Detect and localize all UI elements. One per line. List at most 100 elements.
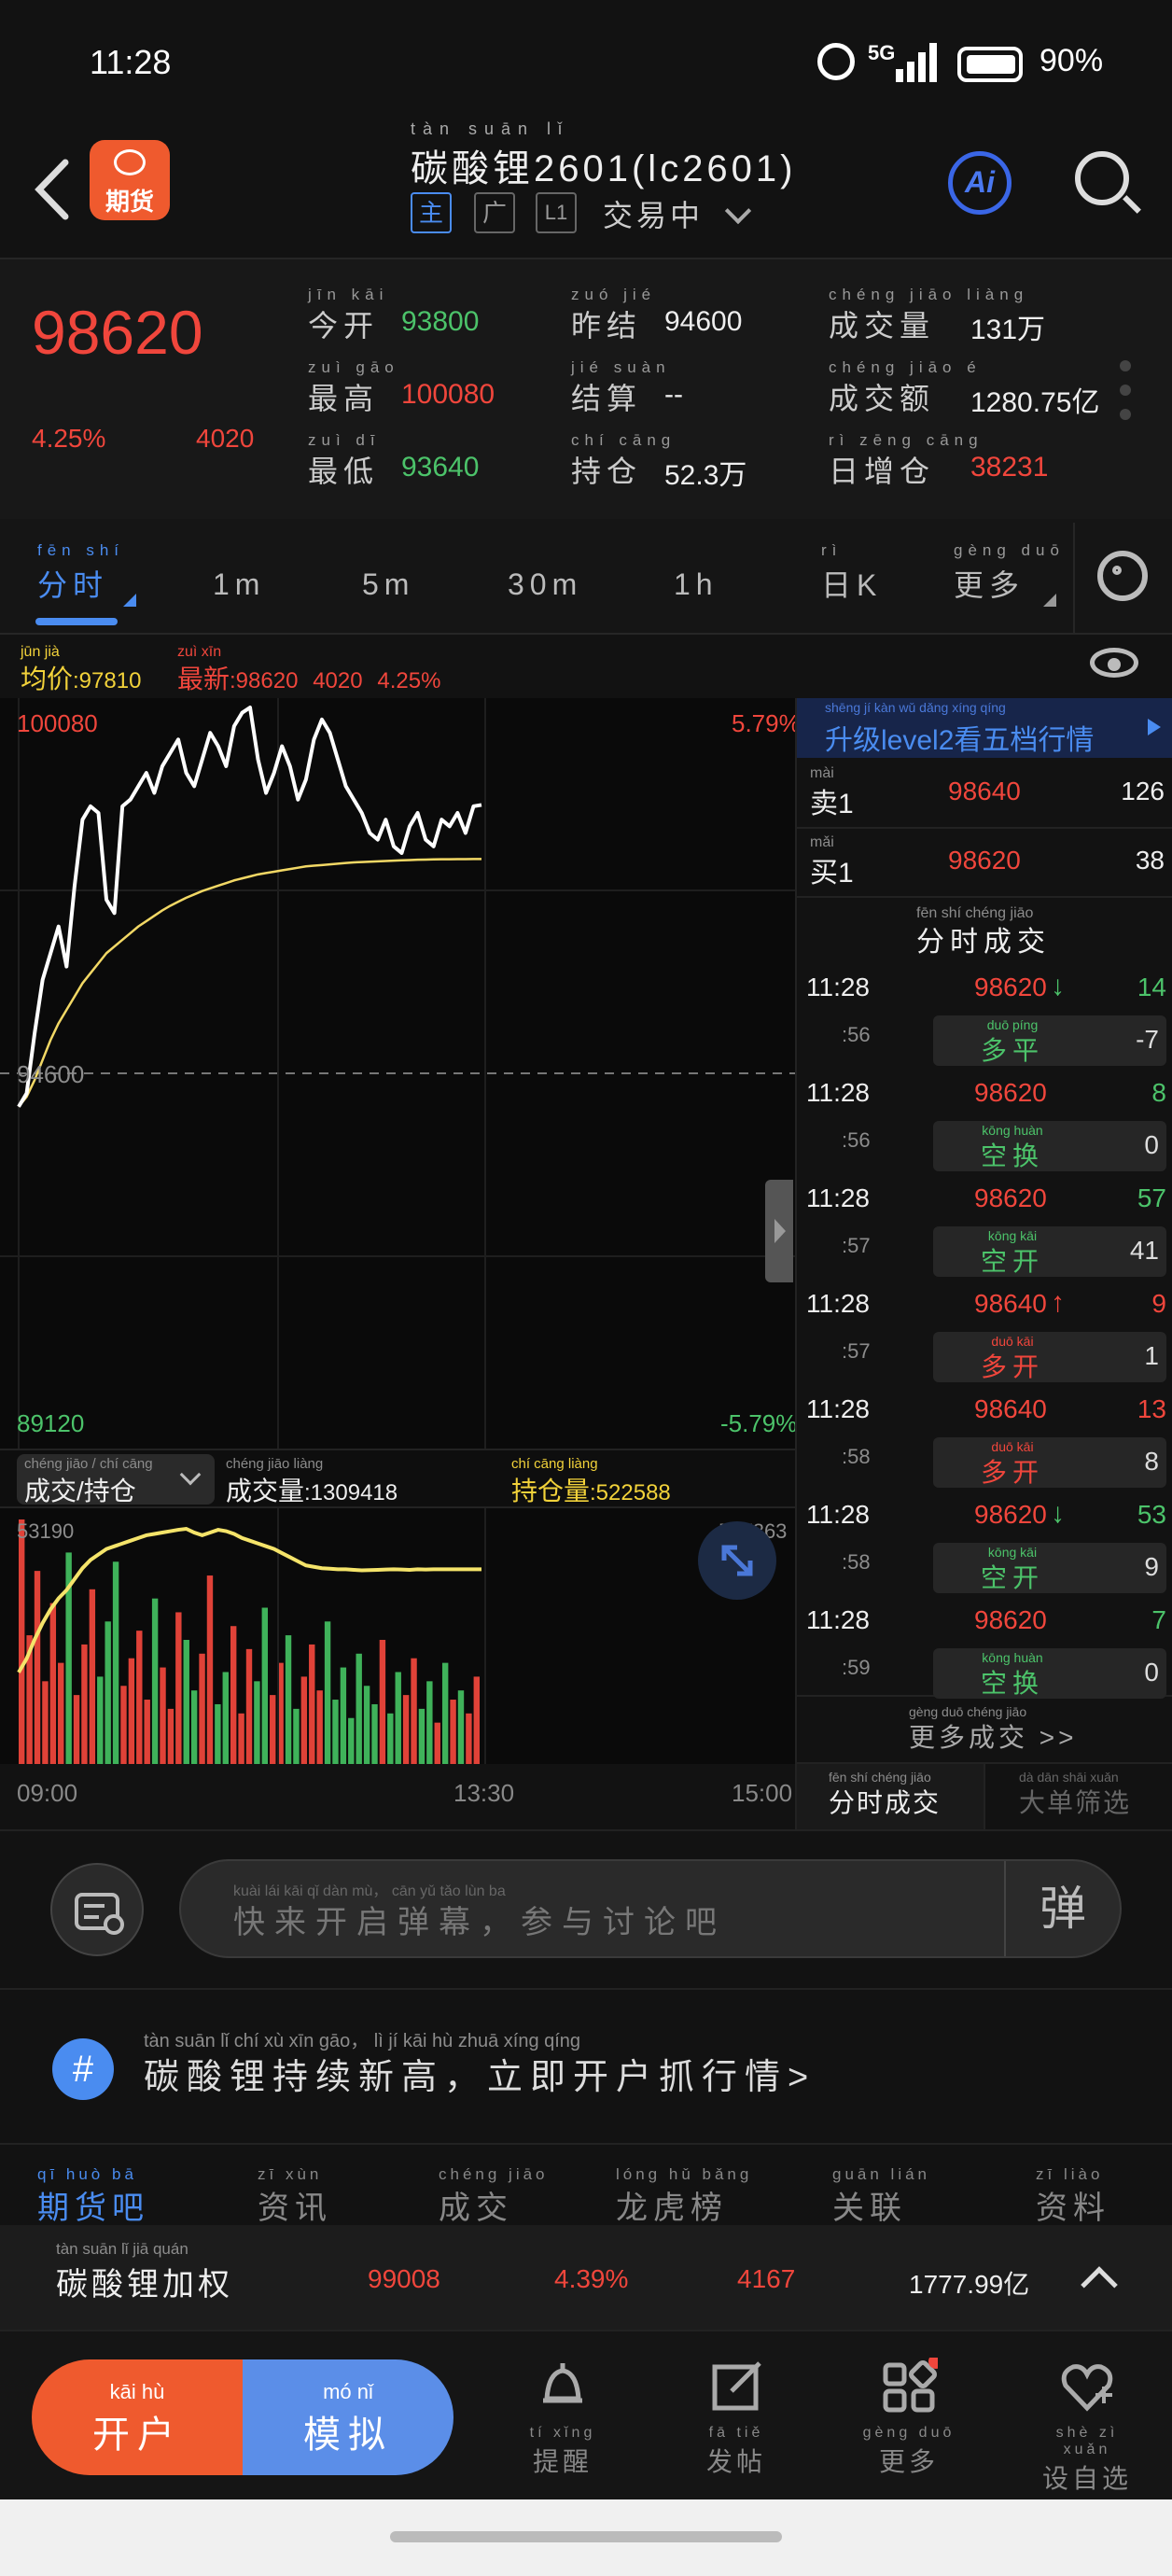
volume-chart[interactable]: 53190 537363 xyxy=(0,1508,795,1764)
tick-type-badge: duō kāi 多开 8 xyxy=(933,1437,1166,1488)
tab-corner-icon xyxy=(1043,594,1056,607)
tick-row[interactable]: 11:28 98640 13:58 duō kāi 多开 8 xyxy=(797,1387,1172,1492)
volume-bar xyxy=(418,1708,426,1764)
arrow-up-icon: ↑ xyxy=(1051,1287,1065,1318)
ticks-bottom-tab[interactable]: fēn shí chéng jiāo 分时成交 xyxy=(797,1762,984,1829)
volume-bar xyxy=(332,1700,339,1764)
subtab-4[interactable]: guān lián 关联 xyxy=(832,2165,931,2226)
back-icon[interactable] xyxy=(30,159,77,220)
ticks-title: 分时成交 xyxy=(916,927,1051,958)
nav-item-0[interactable]: tí xǐng 提醒 xyxy=(507,2358,619,2479)
volume-bar xyxy=(42,1681,49,1764)
ask-row[interactable]: mài 卖1 98640 126 xyxy=(797,762,1172,829)
quote-field-ruby: chí cāng xyxy=(571,431,677,449)
home-indicator[interactable] xyxy=(390,2531,782,2542)
tab-1[interactable]: 1m xyxy=(213,567,266,601)
nav-item-3[interactable]: shè zì xuǎn 设自选 xyxy=(1031,2358,1143,2496)
ask-price: 98640 xyxy=(948,777,1021,805)
tab-6[interactable]: gèng duō 更多 xyxy=(954,541,1066,616)
intraday-price-chart[interactable]: 100080 94600 89120 5.79% -5.79% xyxy=(0,698,801,1449)
tick-row[interactable]: 11:28 98620 8:56 kōng huàn 空换 0 xyxy=(797,1071,1172,1176)
bid-price: 98620 xyxy=(948,846,1021,875)
volume-bar xyxy=(26,1635,33,1764)
arrow-down-icon: ↓ xyxy=(1051,971,1065,1001)
trade-status[interactable]: 交易中 xyxy=(603,192,752,235)
volume-bar xyxy=(277,1662,284,1764)
tab-2[interactable]: 5m xyxy=(362,567,415,601)
tick-row[interactable]: 11:28 98620 57:57 kōng kāi 空开 41 xyxy=(797,1176,1172,1281)
volume-bar xyxy=(190,1690,198,1764)
volume-bar xyxy=(245,1648,253,1764)
ai-button[interactable]: Ai xyxy=(948,151,1012,215)
volume-bar xyxy=(293,1708,300,1764)
danmaku-toggle-button[interactable]: 弹 xyxy=(1004,1861,1120,1956)
volume-bar xyxy=(105,1621,111,1764)
quote-field-ruby: jié suàn xyxy=(571,358,671,376)
subtab-2[interactable]: chéng jiāo 成交 xyxy=(439,2165,549,2226)
quote-field-label: 结算 xyxy=(571,382,643,415)
fullscreen-expand-icon[interactable] xyxy=(698,1521,776,1600)
expand-panel-handle[interactable] xyxy=(765,1180,793,1282)
time-axis: 09:00 13:30 15:00 xyxy=(0,1764,795,1829)
network-label: 5G xyxy=(868,41,896,64)
nav-item-1[interactable]: fā tiě 发帖 xyxy=(680,2358,792,2479)
tick-row[interactable]: 11:28 98620 ↓ 14:56 duō píng 多平 -7 xyxy=(797,965,1172,1071)
big-order-filter-tab[interactable]: dà dān shāi xuǎn 大单筛选 xyxy=(984,1762,1172,1829)
tab-5[interactable]: rì 日K xyxy=(821,541,883,602)
volume-bar xyxy=(356,1653,362,1764)
tick-time: 11:28 xyxy=(806,1289,870,1318)
quote-field-value: 93640 xyxy=(401,452,480,483)
tick-qty: 7 xyxy=(1151,1605,1166,1634)
chevron-up-icon[interactable] xyxy=(1081,2266,1118,2303)
tick-row[interactable]: 11:28 98620 ↓ 53:58 kōng kāi 空开 9 xyxy=(797,1492,1172,1598)
volume-bar xyxy=(230,1626,237,1764)
tick-row[interactable]: 11:28 98640 ↑ 9:57 duō kāi 多开 1 xyxy=(797,1281,1172,1387)
simulate-trade-button[interactable]: mó nǐ 模拟 xyxy=(243,2359,453,2475)
eye-icon[interactable] xyxy=(1090,648,1138,678)
settings-gear-icon[interactable] xyxy=(1073,523,1172,633)
bid-row[interactable]: mǎi 买1 98620 38 xyxy=(797,831,1172,898)
tab-3[interactable]: 30m xyxy=(508,567,583,601)
volume-bar xyxy=(167,1708,174,1764)
quote-field-label: 昨结 xyxy=(571,309,643,343)
more-dots-icon[interactable] xyxy=(1120,360,1131,433)
hashtag-icon: # xyxy=(52,2038,114,2100)
search-icon[interactable] xyxy=(1069,146,1153,230)
danmaku-settings-icon[interactable] xyxy=(50,1863,144,1956)
danmaku-input[interactable]: kuài lái kāi qǐ dàn mù， cān yǔ tǎo lùn b… xyxy=(179,1859,1122,1958)
weighted-index-bar[interactable]: tàn suān lǐ jiā quán 碳酸锂加权 99008 4.39% 4… xyxy=(0,2225,1172,2330)
open-account-button[interactable]: kāi hù 开户 xyxy=(32,2359,243,2475)
status-time: 11:28 xyxy=(90,43,172,81)
volume-bar xyxy=(183,1640,189,1764)
weighted-amount: 1777.99亿 xyxy=(909,2270,1030,2299)
tab-4[interactable]: 1h xyxy=(674,567,719,601)
subtab-3[interactable]: lóng hǔ bǎng 龙虎榜 xyxy=(616,2165,753,2226)
subtab-5[interactable]: zī liào 资料 xyxy=(1036,2165,1110,2226)
avg-price-line xyxy=(18,858,481,1108)
subtab-1[interactable]: zī xùn 资讯 xyxy=(258,2165,332,2226)
quote-field-ruby: chéng jiāo é xyxy=(829,358,982,376)
volume-bar xyxy=(136,1631,143,1764)
title-ruby: tàn suān lǐ xyxy=(411,119,570,138)
volume-bar xyxy=(254,1681,260,1764)
tick-time: 11:28 xyxy=(806,973,870,1001)
subtab-0[interactable]: qī huò bā 期货吧 xyxy=(37,2165,149,2226)
volume-bar xyxy=(457,1690,465,1764)
tick-seconds: :58 xyxy=(842,1445,871,1468)
y-bottom-label: 89120 xyxy=(17,1409,85,1437)
level2-upgrade-banner[interactable]: shēng jí kàn wǔ dǎng xíng qíng 升级level2看… xyxy=(797,698,1172,758)
bell-icon xyxy=(534,2358,592,2415)
volume-bar xyxy=(97,1676,104,1764)
tab-0[interactable]: fēn shí 分时 xyxy=(37,541,149,616)
more-ticks-link[interactable]: gèng duō chéng jiāo 更多成交 >> xyxy=(797,1695,1172,1762)
volume-oi-selector[interactable]: chéng jiāo / chí cāng 成交/持仓 xyxy=(17,1454,215,1505)
volume-bar xyxy=(473,1676,480,1764)
promo-banner[interactable]: # tàn suān lǐ chí xù xīn gāo， lì jí kāi … xyxy=(0,1988,1172,2143)
bid-qty: 38 xyxy=(1135,846,1165,875)
nav-item-2[interactable]: gèng duō 更多 xyxy=(853,2354,965,2479)
volume-chart-svg xyxy=(17,1508,486,1764)
tick-row[interactable]: 11:28 98620 7:59 kōng huàn 空换 0 xyxy=(797,1598,1172,1703)
quote-panel: 98620 4.25% 4020 jīn kāi 今开 93800 zuó jié 昨结… xyxy=(0,259,1172,519)
quote-field-value: 1280.75亿 xyxy=(970,387,1100,418)
open-interest-line xyxy=(17,1526,481,1673)
